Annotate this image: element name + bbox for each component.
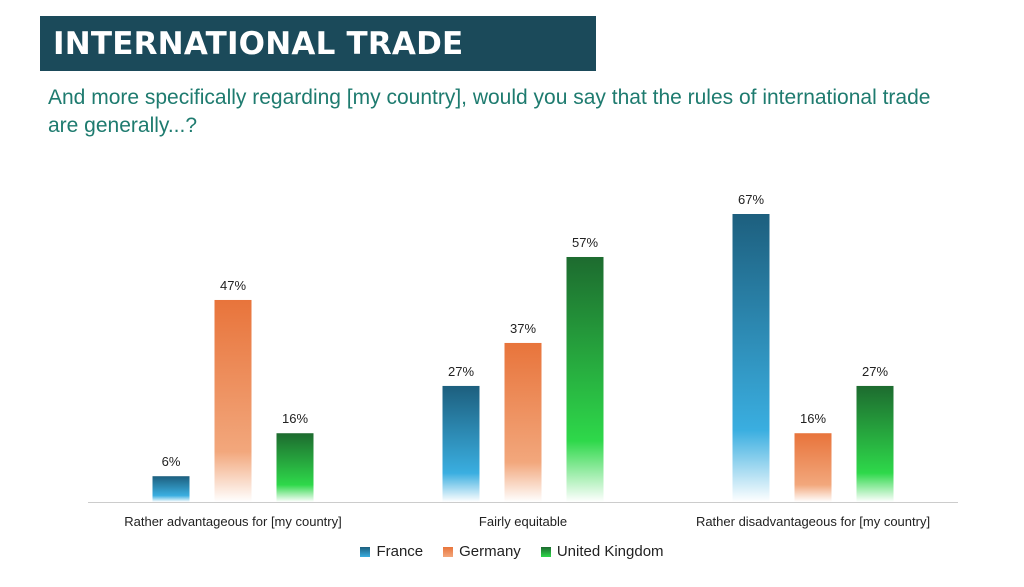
legend-item-france: France [360,543,423,560]
bar-united-kingdom-0 [276,433,314,502]
legend-item-germany: Germany [443,543,521,560]
bar-united-kingdom-1 [566,256,604,502]
category-label: Rather advantageous for [my country] [124,514,342,529]
legend-label: Germany [459,543,521,560]
data-label: 27% [448,364,474,379]
bar-germany-1 [504,342,542,502]
data-label: 27% [862,364,888,379]
data-label: 57% [572,235,598,250]
category-label: Fairly equitable [479,514,567,529]
legend-swatch [540,546,551,557]
bar-germany-2 [794,433,832,502]
legend: France Germany United Kingdom [0,543,1024,560]
bar-france-0 [152,476,190,502]
category-label: Rather disadvantageous for [my country] [696,514,930,529]
legend-swatch [443,546,454,557]
title-bar: INTERNATIONAL TRADE [40,16,596,71]
data-label: 16% [800,411,826,426]
page-title: INTERNATIONAL TRADE [53,25,464,62]
legend-swatch [360,546,371,557]
data-label: 16% [282,411,308,426]
data-label: 47% [220,278,246,293]
survey-question: And more specifically regarding [my coun… [48,86,931,137]
data-label: 67% [738,192,764,207]
legend-item-united-kingdom: United Kingdom [540,543,664,560]
bar-france-2 [732,214,770,502]
data-label: 37% [510,321,536,336]
legend-label: France [376,543,424,560]
bar-france-1 [442,385,480,502]
bar-germany-0 [214,299,252,502]
bar-united-kingdom-2 [856,385,894,502]
legend-label: United Kingdom [556,543,664,560]
data-label: 6% [162,454,181,469]
